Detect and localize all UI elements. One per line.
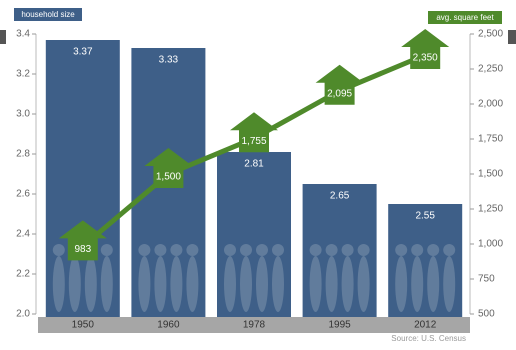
y-tick-label: 2.6 (16, 189, 30, 200)
y-tick-label: 3.4 (16, 29, 30, 40)
bar-silhouette (427, 244, 440, 256)
line-marker (401, 29, 450, 69)
edge-tab (0, 30, 6, 44)
bar-value-label: 3.37 (73, 47, 93, 58)
line-marker (58, 220, 107, 261)
x-axis-band (38, 317, 470, 333)
bar-silhouette (100, 244, 113, 256)
y2-tick-label: 2,500 (478, 29, 503, 40)
y-tick-label: 2.2 (16, 269, 30, 280)
y2-tick-label: 1,000 (478, 239, 503, 250)
y-tick-label: 2.0 (16, 309, 30, 320)
line-value-label: 2,095 (327, 88, 352, 99)
y2-tick-label: 1,250 (478, 204, 503, 215)
bar-silhouette (224, 256, 236, 312)
bar-silhouette (138, 244, 151, 256)
legend-box (14, 8, 82, 21)
y2-tick-label: 1,500 (478, 169, 503, 180)
bar-silhouette (395, 256, 408, 312)
y-tick-label: 2.4 (16, 229, 30, 240)
bar-silhouette (309, 256, 322, 312)
source-note: Source: U.S. Census (391, 334, 466, 343)
bar-silhouette (224, 244, 236, 256)
bar-silhouette (341, 244, 354, 256)
bar-silhouette (443, 256, 456, 312)
legend-label: household size (21, 10, 75, 19)
bar-silhouette (68, 256, 81, 312)
bar-silhouette (186, 256, 199, 312)
bar-silhouette (411, 256, 424, 312)
bar-silhouette (272, 244, 284, 256)
bar-silhouette (170, 256, 183, 312)
line-marker (230, 112, 278, 153)
y2-tick-label: 2,250 (478, 64, 503, 75)
legend-box (428, 11, 502, 24)
y-tick-label: 3.2 (16, 69, 30, 80)
bar-silhouette (309, 244, 322, 256)
line-value-label: 1,755 (241, 136, 266, 147)
line-value-label: 983 (74, 244, 91, 255)
x-tick-label: 1960 (157, 320, 180, 331)
bar-silhouette (240, 244, 252, 256)
bar-silhouette (357, 256, 370, 312)
bar-silhouette (170, 244, 183, 256)
bar-silhouette (240, 256, 252, 312)
bar-silhouette (100, 256, 113, 312)
bar-silhouette (427, 256, 440, 312)
bar-silhouette (256, 244, 268, 256)
edge-tab (508, 30, 516, 44)
line-value-label: 2,350 (413, 53, 438, 64)
bar-silhouette (357, 244, 370, 256)
y2-tick-label: 2,000 (478, 99, 503, 110)
bar-silhouette (341, 256, 354, 312)
y-tick-label: 2.8 (16, 149, 30, 160)
y2-tick-label: 500 (478, 309, 495, 320)
bar-silhouette (138, 256, 151, 312)
bar-value-label: 2.81 (244, 159, 264, 170)
bar-value-label: 3.33 (159, 55, 179, 66)
bar-silhouette (154, 244, 167, 256)
x-tick-label: 2012 (414, 320, 437, 331)
x-tick-label: 1950 (72, 320, 95, 331)
bar-value-label: 2.65 (330, 191, 350, 202)
line-marker (144, 148, 193, 188)
bar-silhouette (84, 256, 97, 312)
bar-value-label: 2.55 (415, 211, 435, 222)
bar-silhouette (272, 256, 284, 312)
bar-silhouette (52, 256, 65, 312)
y2-tick-label: 1,750 (478, 134, 503, 145)
bar-silhouette (154, 256, 167, 312)
bar-silhouette (256, 256, 268, 312)
bar-silhouette (186, 244, 199, 256)
bar-silhouette (52, 244, 65, 256)
bar-silhouette (325, 256, 338, 312)
y-tick-label: 3.0 (16, 109, 30, 120)
x-tick-label: 1978 (243, 320, 266, 331)
line-marker (315, 64, 364, 105)
y2-tick-label: 750 (478, 274, 495, 285)
line-value-label: 1,500 (156, 172, 181, 183)
x-tick-label: 1995 (328, 320, 351, 331)
bar-silhouette (443, 244, 456, 256)
legend-label: avg. square feet (436, 13, 494, 22)
bar-silhouette (395, 244, 408, 256)
bar-silhouette (411, 244, 424, 256)
bar-silhouette (325, 244, 338, 256)
